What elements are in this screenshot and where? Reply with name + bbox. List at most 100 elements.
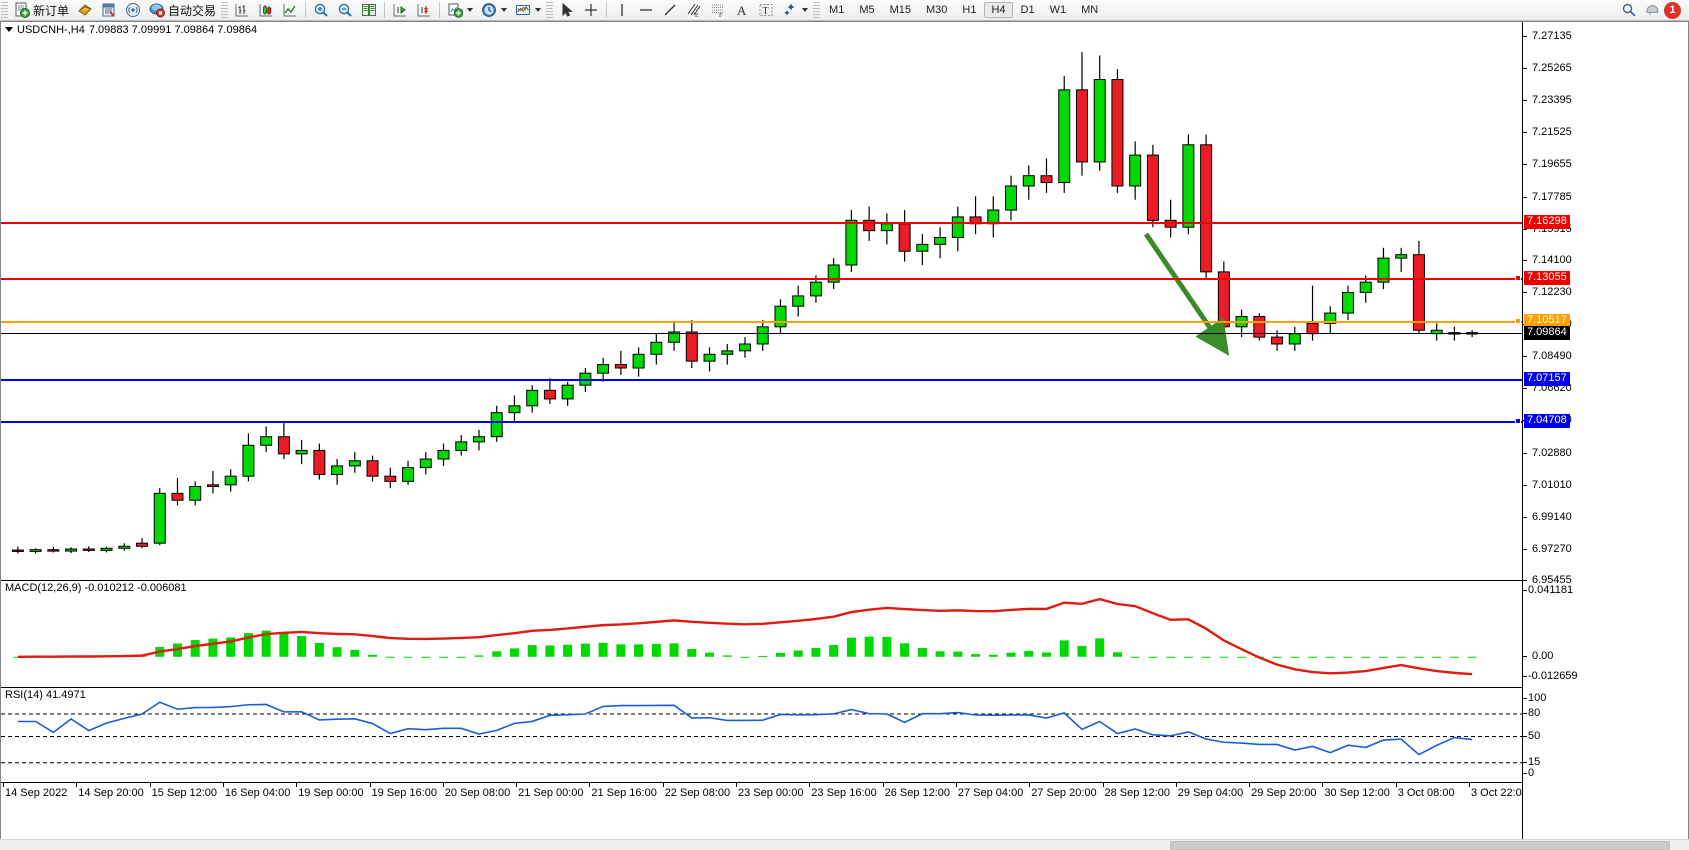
toolbar-grip-2[interactable] — [221, 1, 229, 19]
time-tick — [442, 783, 444, 787]
expert-advisors-button[interactable] — [73, 0, 97, 21]
chevron-down-icon-2[interactable] — [501, 8, 508, 12]
scrollbar-thumb[interactable] — [1170, 841, 1670, 850]
time-label: 28 Sep 12:00 — [1104, 787, 1170, 799]
line-anchor-handle[interactable] — [1515, 274, 1521, 281]
zoom-out-button[interactable] — [333, 0, 357, 21]
timeframe-h1[interactable]: H1 — [962, 4, 977, 16]
resistance-line[interactable] — [1, 277, 1522, 280]
toolbar-separator-2 — [384, 2, 386, 18]
chart-menu-triangle-icon[interactable] — [5, 27, 13, 32]
price-tag-resistance-line[interactable]: 7.16298 — [1524, 215, 1570, 230]
timeframe-m15[interactable]: M15 — [889, 4, 911, 16]
fibonacci-button[interactable]: F — [706, 0, 730, 21]
equidistant-channel-button[interactable]: E — [682, 0, 706, 21]
time-tick — [296, 783, 298, 787]
data-window-icon — [102, 3, 115, 17]
signals-button[interactable] — [121, 0, 145, 21]
search-button[interactable] — [1617, 0, 1641, 21]
time-tick — [516, 783, 518, 787]
pivot-line[interactable] — [1, 321, 1522, 324]
market-watch-button[interactable] — [357, 0, 381, 21]
chevron-down-icon[interactable] — [467, 8, 474, 12]
chevron-down-icon-3[interactable] — [535, 8, 542, 12]
price-tick: 7.17785 — [1523, 191, 1572, 203]
price-tick: 7.01010 — [1523, 479, 1572, 491]
chevron-down-icon-4[interactable] — [802, 8, 809, 12]
timeframe-group: M1 M5 M15 M30 H1 H4 D1 W1 MN — [822, 2, 1105, 18]
timeframe-m30[interactable]: M30 — [926, 4, 948, 16]
text-button[interactable]: A — [730, 0, 754, 21]
auto-trading-button[interactable]: 自动交易 — [145, 0, 220, 21]
price-tag-support-line[interactable]: 7.04708 — [1524, 414, 1570, 429]
price-pane[interactable] — [1, 36, 1522, 580]
period-button[interactable] — [477, 0, 511, 21]
time-label: 3 Oct 22:00 — [1471, 787, 1528, 799]
price-axis[interactable]: 7.27135 7.25265 7.23395 7.21525 7.19655 7.177… — [1522, 22, 1688, 850]
macd-pane[interactable]: MACD(12,26,9) -0.010212 -0.006081 — [1, 580, 1522, 687]
last-price[interactable] — [1, 332, 1522, 334]
price-tag-last-price[interactable]: 7.09864 — [1524, 325, 1570, 340]
toolbar-separator-1 — [305, 2, 307, 18]
new-order-button[interactable]: 新订单 — [10, 0, 73, 21]
trend-arrow-annotation[interactable] — [1, 36, 1522, 580]
line-anchor-handle[interactable] — [1515, 318, 1521, 325]
timeframe-mn[interactable]: MN — [1081, 4, 1099, 16]
notifications-button[interactable]: 1 — [1641, 0, 1685, 21]
cursor-button[interactable] — [555, 0, 579, 21]
time-tick — [1469, 783, 1470, 787]
price-tag-support-line[interactable]: 7.07157 — [1524, 372, 1570, 387]
time-label: 19 Sep 00:00 — [298, 787, 364, 799]
toolbar-grip-3[interactable] — [546, 1, 554, 19]
time-tick — [1249, 783, 1251, 787]
time-tick — [1322, 783, 1324, 787]
crosshair-button[interactable] — [579, 0, 603, 21]
line-anchor-handle[interactable] — [1515, 418, 1521, 425]
vertical-line-button[interactable] — [610, 0, 634, 21]
price-tick: 7.21525 — [1523, 126, 1572, 138]
time-label: 27 Sep 20:00 — [1031, 787, 1097, 799]
price-tick: 7.25265 — [1523, 62, 1572, 74]
horizontal-line-icon — [640, 9, 653, 11]
toolbar-grip-4[interactable] — [813, 1, 821, 19]
support-line[interactable] — [1, 421, 1522, 424]
toolbar-grip[interactable] — [1, 1, 8, 19]
timeframe-d1[interactable]: D1 — [1020, 4, 1035, 16]
candlestick-chart-button[interactable] — [254, 0, 278, 21]
resistance-line[interactable] — [1, 222, 1522, 225]
timeframe-m1[interactable]: M1 — [829, 4, 845, 16]
timeframe-h4[interactable]: H4 — [984, 2, 1013, 18]
expert-advisors-icon — [78, 4, 92, 16]
timeframe-m5[interactable]: M5 — [859, 4, 875, 16]
trendline-button[interactable] — [658, 0, 682, 21]
data-window-button[interactable] — [97, 0, 121, 21]
time-axis[interactable]: 14 Sep 2022 14 Sep 20:00 15 Sep 12:00 16 Se… — [1, 782, 1528, 811]
time-tick — [589, 783, 591, 787]
horizontal-scrollbar[interactable] — [0, 839, 1689, 850]
time-tick — [369, 783, 371, 787]
auto-scroll-button[interactable] — [412, 0, 436, 21]
templates-button[interactable] — [511, 0, 545, 21]
timeframe-w1[interactable]: W1 — [1049, 4, 1067, 16]
svg-text:A: A — [737, 3, 747, 18]
candlestick-chart-icon — [259, 4, 273, 17]
shapes-button[interactable] — [778, 0, 812, 21]
chart-shift-icon — [393, 4, 407, 17]
rsi-pane[interactable]: RSI(14) 41.4971 — [1, 687, 1522, 782]
signals-icon — [126, 3, 141, 17]
bar-chart-button[interactable] — [230, 0, 254, 21]
horizontal-line-button[interactable] — [634, 0, 658, 21]
indicators-icon — [448, 3, 464, 18]
chart-shift-button[interactable] — [388, 0, 412, 21]
price-tag-resistance-line[interactable]: 7.13055 — [1524, 270, 1570, 285]
zoom-out-icon — [338, 3, 352, 17]
indicators-button[interactable] — [443, 0, 477, 21]
trendline-icon — [664, 4, 676, 16]
zoom-in-button[interactable] — [309, 0, 333, 21]
time-label: 21 Sep 16:00 — [591, 787, 657, 799]
chart-window: USDCNH-,H4 7.09883 7.09991 7.09864 7.098… — [0, 21, 1689, 850]
line-chart-button[interactable] — [278, 0, 302, 21]
text-label-button[interactable]: T — [754, 0, 778, 21]
price-tag-pivot-line[interactable]: 7.10517 — [1524, 314, 1570, 329]
support-line[interactable] — [1, 379, 1522, 382]
